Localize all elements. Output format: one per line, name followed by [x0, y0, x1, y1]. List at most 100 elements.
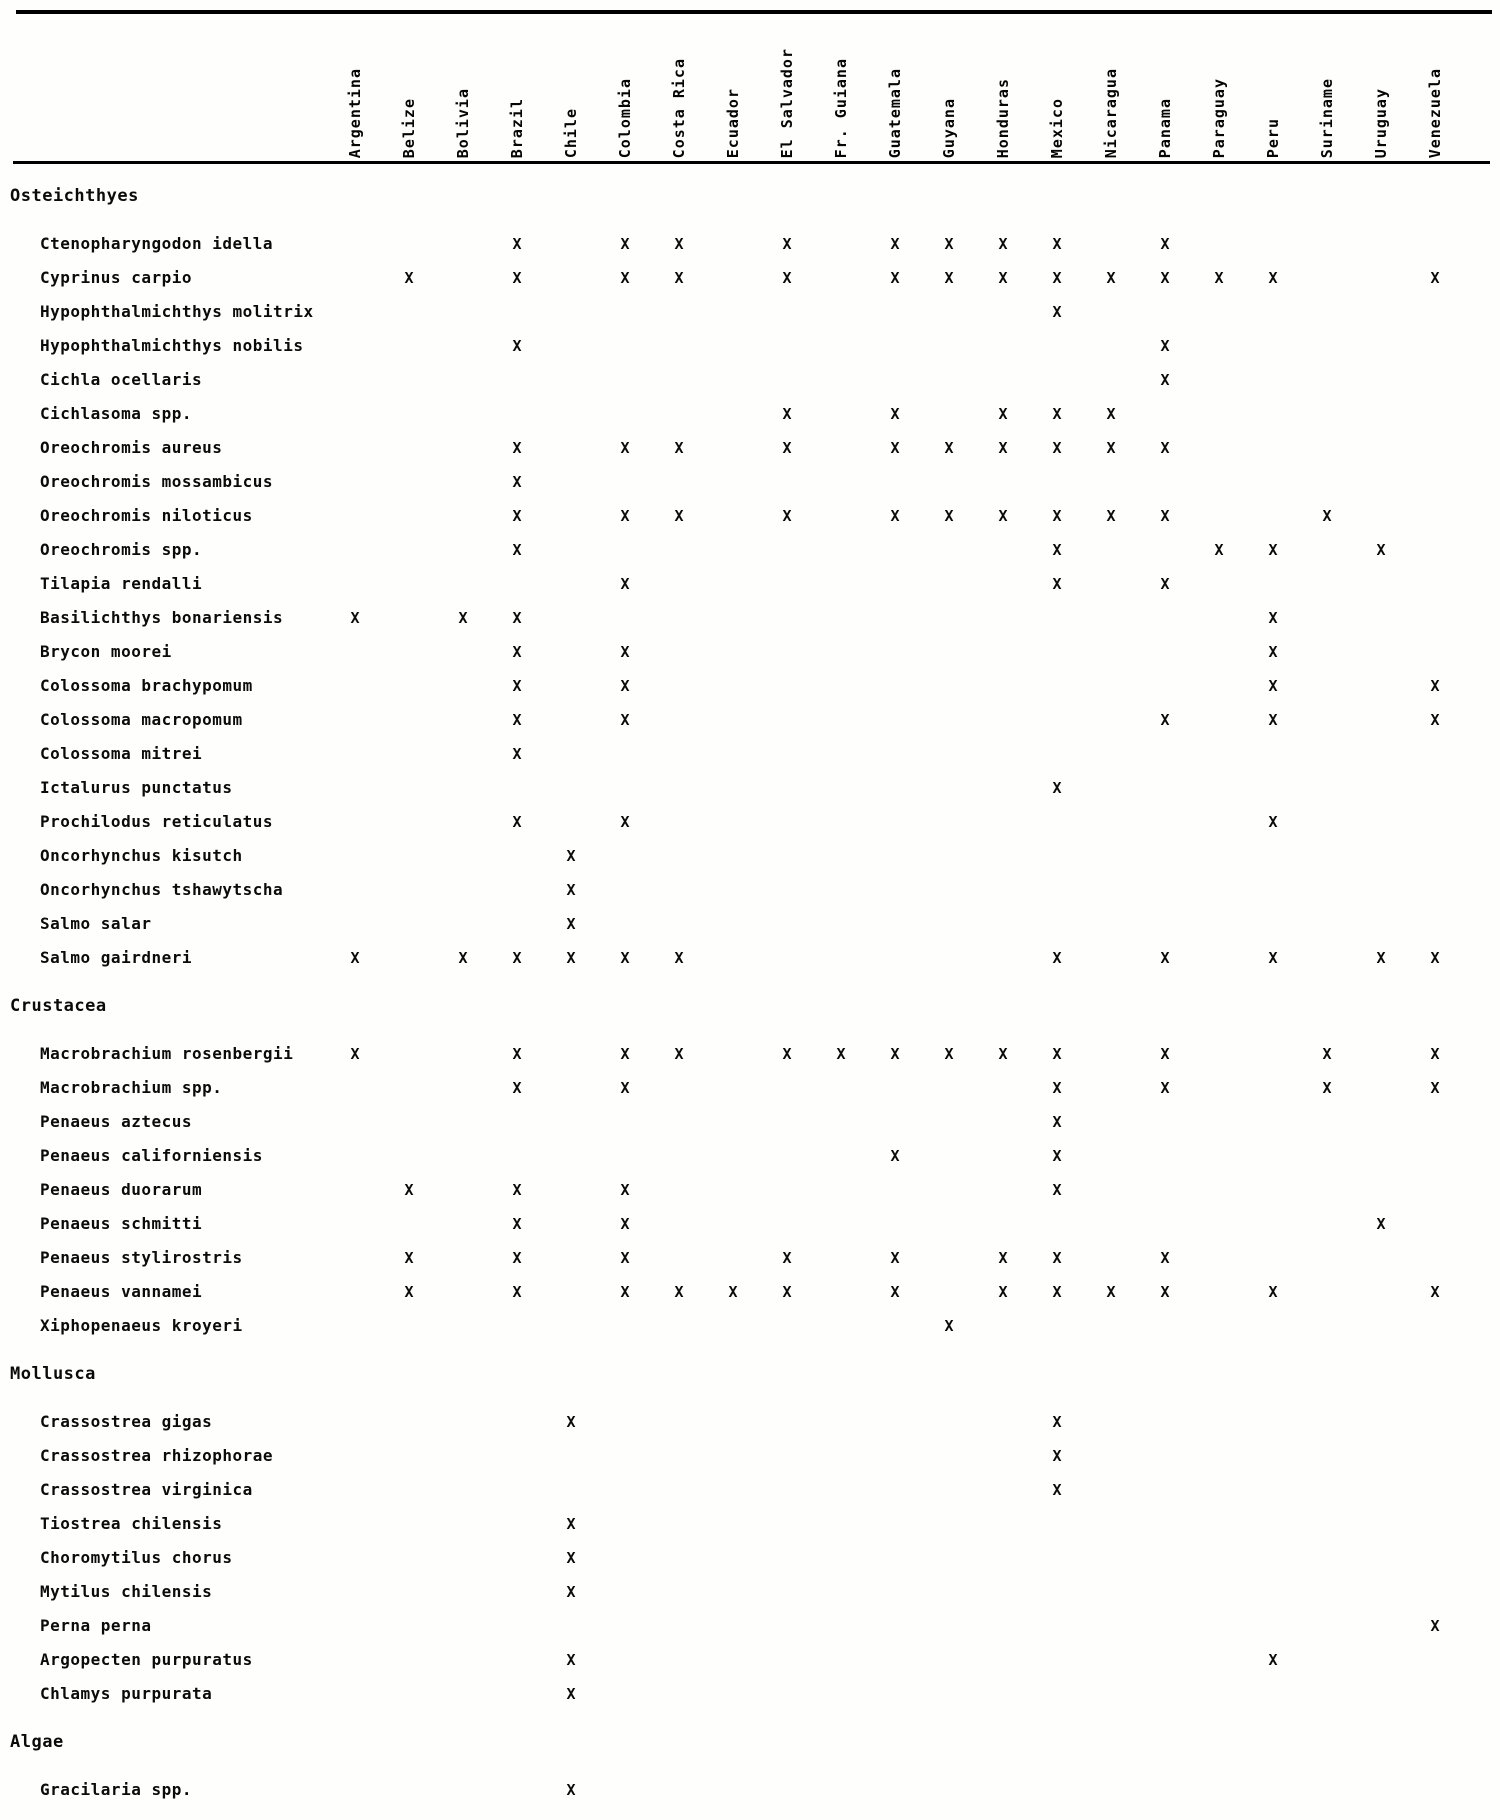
empty-cell: [544, 465, 598, 499]
empty-cell: [652, 1575, 706, 1609]
empty-cell: [1030, 703, 1084, 737]
empty-cell: [652, 1207, 706, 1241]
empty-cell: [436, 261, 490, 295]
empty-cell: [598, 1309, 652, 1343]
empty-cell: [544, 295, 598, 329]
empty-cell: [1354, 771, 1408, 805]
mark-cell: X: [350, 949, 360, 967]
mark-cell: X: [566, 1413, 576, 1431]
empty-cell: [1354, 635, 1408, 669]
empty-cell: [760, 533, 814, 567]
country-label: Fr. Guiana: [832, 57, 850, 158]
empty-cell: [382, 397, 436, 431]
empty-cell: [868, 1439, 922, 1473]
empty-cell: [544, 669, 598, 703]
empty-cell: [760, 1677, 814, 1711]
empty-cell: [544, 1609, 598, 1643]
mark-cell: X: [674, 235, 684, 253]
empty-cell: [976, 1677, 1030, 1711]
table-row: Choromytilus chorus X: [0, 1541, 1500, 1575]
mark-cell: X: [620, 439, 630, 457]
mark-cell: X: [1106, 439, 1116, 457]
empty-cell: [1138, 873, 1192, 907]
header-rule: [13, 161, 1490, 164]
country-label: Suriname: [1318, 77, 1336, 158]
mark-cell: X: [512, 337, 522, 355]
empty-cell: [1246, 499, 1300, 533]
empty-cell: [760, 1105, 814, 1139]
empty-cell: [1084, 771, 1138, 805]
empty-cell: [328, 1773, 382, 1807]
empty-cell: [1246, 397, 1300, 431]
empty-cell: [436, 397, 490, 431]
empty-cell: [1300, 1507, 1354, 1541]
empty-cell: [706, 465, 760, 499]
empty-cell: [706, 329, 760, 363]
empty-cell: [976, 363, 1030, 397]
empty-cell: [382, 1677, 436, 1711]
empty-cell: [598, 295, 652, 329]
species-name: Oreochromis aureus: [40, 438, 223, 457]
empty-cell: [706, 499, 760, 533]
empty-cell: [760, 669, 814, 703]
empty-cell: [1408, 1105, 1462, 1139]
mark-cell: X: [1430, 711, 1440, 729]
empty-cell: [868, 363, 922, 397]
empty-cell: [814, 1677, 868, 1711]
empty-cell: [328, 1309, 382, 1343]
empty-cell: [706, 431, 760, 465]
species-name: Tilapia rendalli: [40, 574, 203, 593]
empty-cell: [544, 805, 598, 839]
country-label: Argentina: [346, 67, 364, 158]
empty-cell: [1192, 635, 1246, 669]
species-name: Penaeus stylirostris: [40, 1248, 243, 1267]
empty-cell: [382, 1439, 436, 1473]
empty-cell: [760, 703, 814, 737]
empty-cell: [1408, 1173, 1462, 1207]
empty-cell: [1192, 1773, 1246, 1807]
empty-cell: [1354, 1139, 1408, 1173]
empty-cell: [328, 771, 382, 805]
empty-cell: [652, 465, 706, 499]
empty-cell: [1300, 329, 1354, 363]
empty-cell: [706, 1241, 760, 1275]
empty-cell: [436, 1405, 490, 1439]
mark-cell: X: [1430, 949, 1440, 967]
empty-cell: [814, 907, 868, 941]
empty-cell: [706, 1105, 760, 1139]
species-name: Oreochromis mossambicus: [40, 472, 274, 491]
species-name: Cyprinus carpio: [40, 268, 192, 287]
empty-cell: [1408, 601, 1462, 635]
empty-cell: [976, 1507, 1030, 1541]
empty-cell: [436, 635, 490, 669]
empty-cell: [814, 1541, 868, 1575]
empty-cell: [760, 329, 814, 363]
empty-cell: [868, 465, 922, 499]
empty-cell: [1084, 227, 1138, 261]
empty-cell: [1246, 737, 1300, 771]
empty-cell: [976, 669, 1030, 703]
mark-cell: X: [620, 1045, 630, 1063]
mark-cell: X: [1430, 1045, 1440, 1063]
empty-cell: [1354, 227, 1408, 261]
empty-cell: [1138, 601, 1192, 635]
empty-cell: [652, 1609, 706, 1643]
empty-cell: [328, 499, 382, 533]
mark-cell: X: [1268, 677, 1278, 695]
empty-cell: [598, 873, 652, 907]
empty-cell: [922, 805, 976, 839]
country-label: Colombia: [616, 77, 634, 158]
empty-cell: [1084, 1773, 1138, 1807]
empty-cell: [868, 533, 922, 567]
empty-cell: [1246, 329, 1300, 363]
mark-cell: X: [620, 813, 630, 831]
mark-cell: X: [512, 949, 522, 967]
empty-cell: [1030, 737, 1084, 771]
mark-cell: X: [620, 711, 630, 729]
empty-cell: [1084, 363, 1138, 397]
empty-cell: [544, 1473, 598, 1507]
table-row: Mytilus chilensis X: [0, 1575, 1500, 1609]
empty-cell: [436, 363, 490, 397]
empty-cell: [814, 601, 868, 635]
empty-cell: [328, 329, 382, 363]
